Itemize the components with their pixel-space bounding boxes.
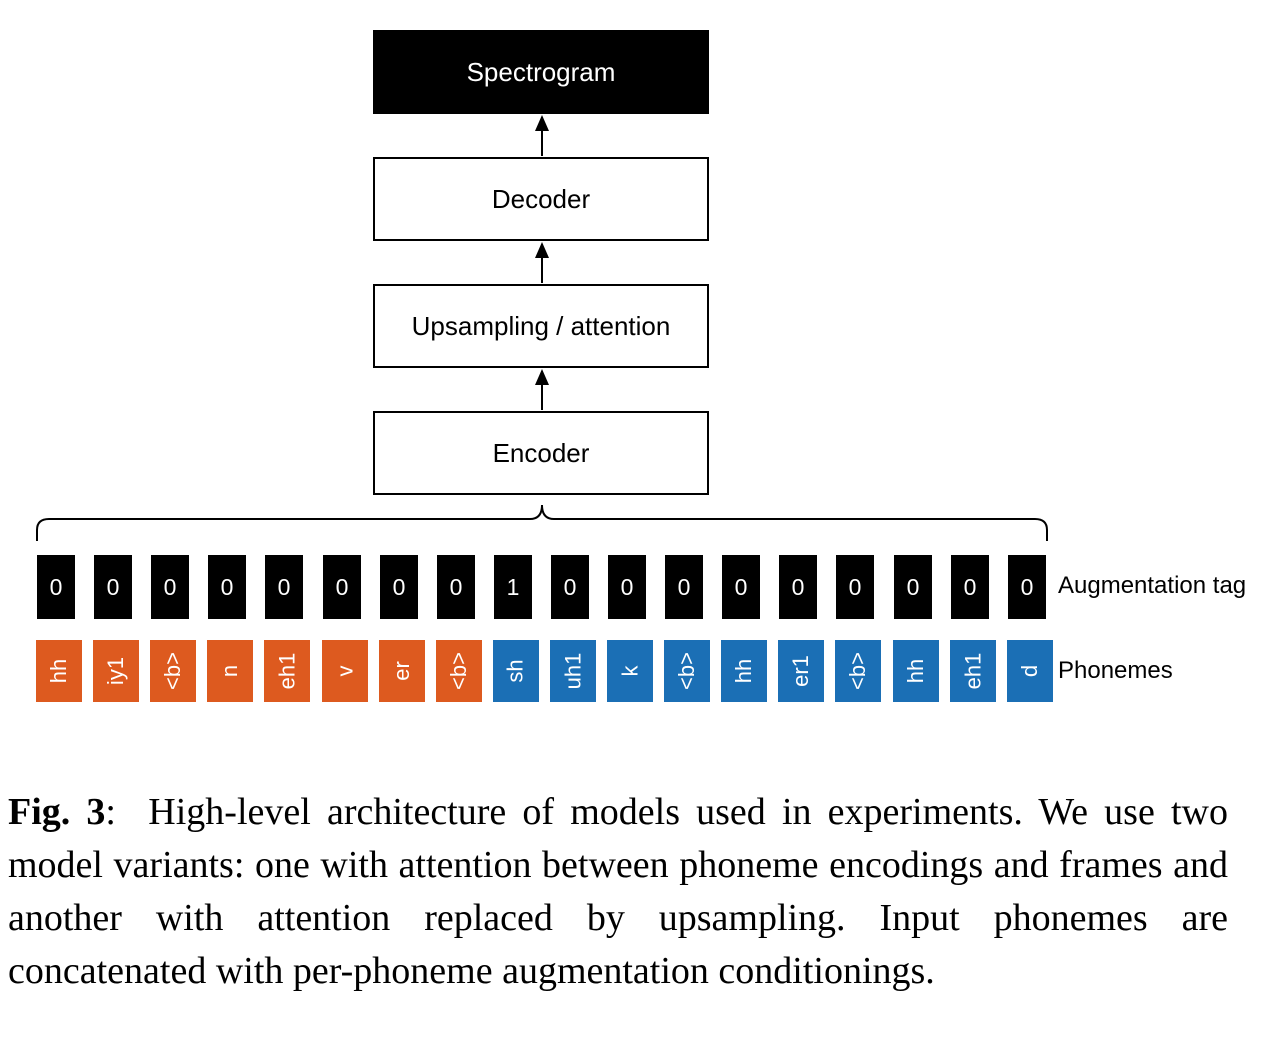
phoneme-label: iy1 — [103, 656, 128, 686]
phonemes-label: Phonemes — [1058, 657, 1173, 684]
augmentation-tag: 0 — [37, 555, 75, 619]
augmentation-tag: 0 — [779, 555, 817, 619]
augmentation-tag: 0 — [951, 555, 989, 619]
phoneme-label: <b> — [446, 652, 471, 690]
phoneme-label: <b> — [845, 652, 870, 690]
augmentation-tag: 0 — [1008, 555, 1046, 619]
augmentation-tag: 0 — [265, 555, 303, 619]
figure-number: Fig. 3 — [8, 791, 106, 833]
arrowhead-spectrogram — [535, 115, 549, 131]
phoneme-cell: n — [207, 640, 253, 702]
phoneme-cell: uh1 — [550, 640, 596, 702]
phoneme-label: sh — [503, 659, 528, 683]
phoneme-cell: <b> — [835, 640, 881, 702]
phoneme-cell: iy1 — [93, 640, 139, 702]
architecture-diagram: Spectrogram Decoder Upsampling / attenti… — [36, 30, 1247, 702]
phoneme-cell: hh — [721, 640, 767, 702]
phoneme-cell: eh1 — [950, 640, 996, 702]
phoneme-cell: hh — [36, 640, 82, 702]
augmentation-tag: 0 — [437, 555, 475, 619]
phoneme-label: eh1 — [274, 652, 299, 690]
phoneme-label: hh — [45, 658, 71, 684]
augmentation-tag: 1 — [494, 555, 532, 619]
augmentation-tag: 0 — [380, 555, 418, 619]
phoneme-label: er — [389, 661, 414, 681]
phoneme-label: hh — [902, 658, 928, 684]
connectors — [36, 115, 1048, 541]
input-brace — [36, 504, 1048, 541]
augmentation-tag: 0 — [551, 555, 589, 619]
decoder-block: Decoder — [373, 157, 709, 241]
phoneme-cell: <b> — [150, 640, 196, 702]
figure-caption: Fig. 3: High-level architecture of model… — [8, 791, 1228, 992]
upsampling-attention-block: Upsampling / attention — [373, 284, 709, 368]
phoneme-cell: <b> — [664, 640, 710, 702]
phoneme-label: v — [332, 665, 357, 677]
encoder-label: Encoder — [492, 437, 590, 468]
phoneme-cell: d — [1007, 640, 1053, 702]
decoder-label: Decoder — [491, 183, 591, 214]
phoneme-label: <b> — [160, 652, 185, 690]
phoneme-cell: v — [322, 640, 368, 702]
augmentation-tag: 0 — [836, 555, 874, 619]
phoneme-cell: eh1 — [264, 640, 310, 702]
spectrogram-label: Spectrogram — [466, 56, 616, 87]
augmentation-tag: 0 — [208, 555, 246, 619]
phoneme-label: k — [617, 665, 642, 677]
phoneme-cell: <b> — [436, 640, 482, 702]
augmentation-tag: 0 — [151, 555, 189, 619]
arrowhead-decoder — [535, 242, 549, 258]
augmentation-tag: 0 — [94, 555, 132, 619]
spectrogram-block: Spectrogram — [373, 30, 709, 114]
augmentation-tag: 0 — [894, 555, 932, 619]
augmentation-tag: 0 — [608, 555, 646, 619]
arrowhead-upsampling — [535, 369, 549, 385]
caption-text: High-level architecture of models used i… — [8, 791, 1228, 992]
phoneme-label: d — [1017, 664, 1042, 678]
augmentation-tag: 0 — [665, 555, 703, 619]
augmentation-tag: 0 — [722, 555, 760, 619]
augmentation-tag-label: Augmentation tag — [1058, 572, 1247, 599]
phoneme-label: n — [217, 664, 242, 678]
phoneme-label: eh1 — [960, 652, 985, 690]
upsampling-label: Upsampling / attention — [411, 310, 671, 341]
phoneme-label: hh — [730, 658, 756, 684]
phoneme-label: er1 — [787, 655, 813, 687]
augmentation-tag: 0 — [323, 555, 361, 619]
phoneme-cell: k — [607, 640, 653, 702]
phoneme-cell: er — [379, 640, 425, 702]
encoder-block: Encoder — [373, 411, 709, 495]
phoneme-label: <b> — [674, 652, 699, 690]
phoneme-cell: hh — [893, 640, 939, 702]
phoneme-cell: er1 — [778, 640, 824, 702]
phoneme-cell: sh — [493, 640, 539, 702]
phoneme-label: uh1 — [560, 652, 585, 690]
